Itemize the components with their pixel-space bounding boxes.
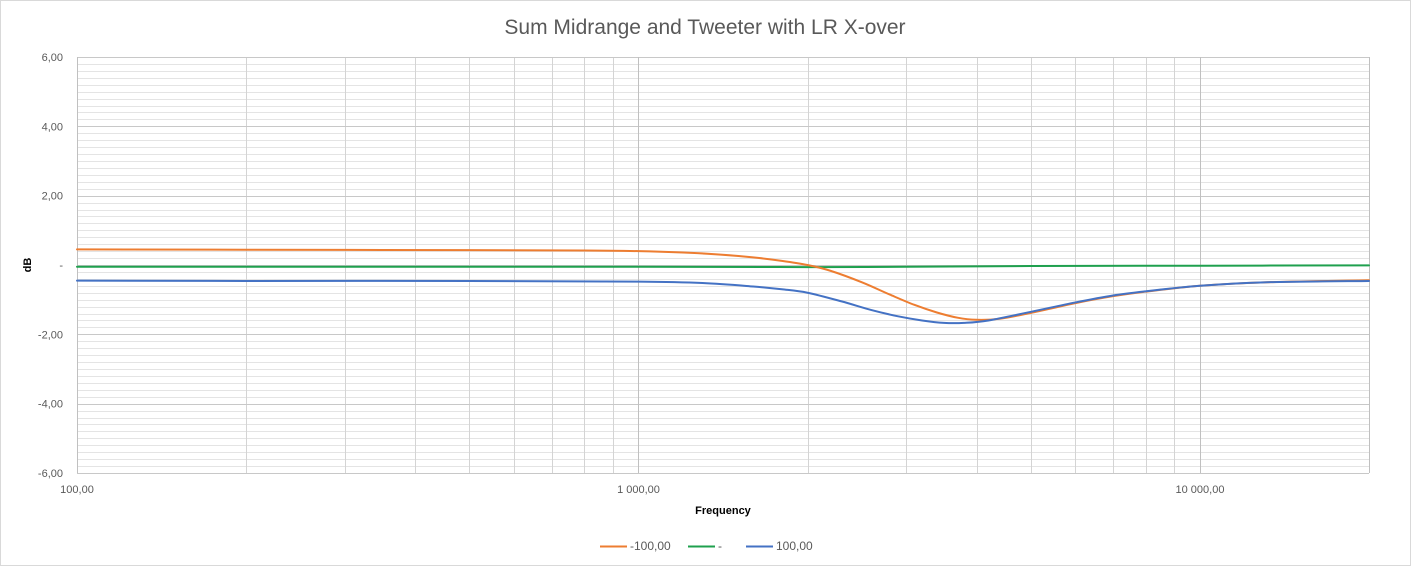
- legend: -100,00-100,00: [600, 539, 813, 553]
- y-tick-label: -4,00: [38, 399, 63, 411]
- x-tick-label: 100,00: [60, 484, 94, 496]
- legend-label-0: -100,00: [630, 539, 671, 553]
- legend-label-1: -: [718, 539, 722, 553]
- y-axis-tick-labels: 6,00 4,00 2,00 - -2,00 -4,00 -6,00: [38, 52, 63, 480]
- x-axis-tick-labels: 100,00 1 000,00 10 000,00: [60, 484, 1224, 496]
- x-tick-label: 1 000,00: [617, 484, 660, 496]
- y-tick-label: -: [59, 260, 63, 272]
- legend-label-2: 100,00: [776, 539, 813, 553]
- y-tick-label: 6,00: [42, 52, 63, 64]
- y-tick-label: -6,00: [38, 468, 63, 480]
- y-tick-label: 2,00: [42, 191, 63, 203]
- y-tick-label: 4,00: [42, 121, 63, 133]
- x-tick-label: 10 000,00: [1176, 484, 1225, 496]
- x-axis-title: Frequency: [695, 505, 752, 517]
- y-axis-title: dB: [22, 258, 34, 273]
- chart-title: Sum Midrange and Tweeter with LR X-over: [504, 16, 905, 39]
- series-lines: [76, 248, 1370, 325]
- series-line-2: [76, 279, 1370, 325]
- series-line-1: [76, 264, 1370, 269]
- y-tick-label: -2,00: [38, 329, 63, 341]
